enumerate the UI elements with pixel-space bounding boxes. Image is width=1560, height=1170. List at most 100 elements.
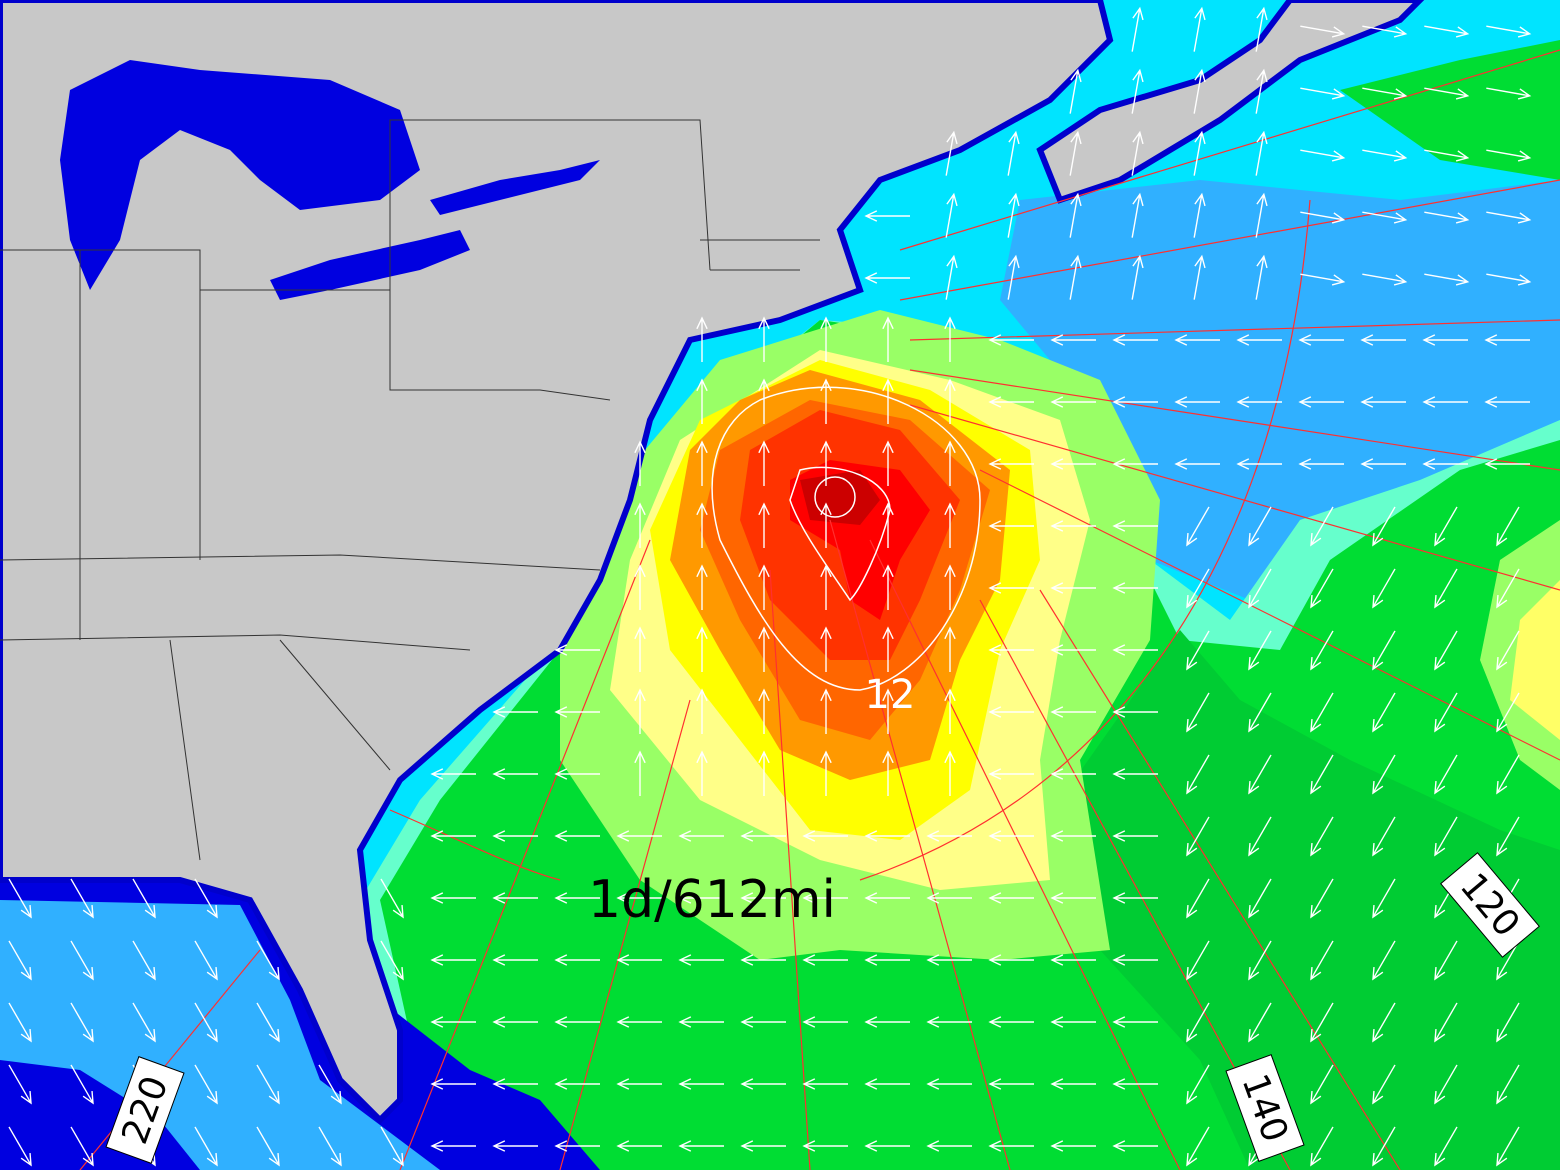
wave-arrow — [194, 1002, 218, 1043]
wave-arrow — [1300, 149, 1346, 162]
wave-arrow — [696, 626, 708, 672]
wave-arrow — [1186, 506, 1210, 547]
wave-arrow — [70, 1126, 94, 1167]
wave-arrow — [1131, 192, 1144, 238]
wave-arrow — [1069, 254, 1082, 300]
wave-arrow — [1186, 816, 1210, 857]
wave-arrow — [1486, 87, 1532, 100]
wave-arrow — [1362, 211, 1408, 224]
wave-arrow — [1069, 192, 1082, 238]
wave-arrow — [1248, 568, 1272, 609]
wave-arrow — [554, 706, 600, 718]
wave-arrow — [1112, 830, 1158, 842]
wave-arrow — [945, 130, 958, 176]
wave-arrow — [802, 1140, 848, 1152]
wave-arrow — [696, 440, 708, 486]
wave-arrow — [1255, 6, 1268, 52]
wave-arrow — [864, 830, 910, 842]
wave-arrow — [1112, 768, 1158, 780]
wave-arrow — [616, 954, 662, 966]
wave-arrow — [1300, 25, 1346, 38]
wave-arrow — [1484, 458, 1530, 470]
wave-arrow — [944, 378, 956, 424]
wave-arrow — [1050, 520, 1096, 532]
wave-arrow — [740, 1016, 786, 1028]
wave-arrow — [256, 940, 280, 981]
wave-arrow — [1174, 334, 1220, 346]
wave-arrow — [678, 954, 724, 966]
wave-arrow — [802, 1078, 848, 1090]
wave-arrow — [1050, 458, 1096, 470]
wave-arrow — [492, 706, 538, 718]
wave-arrow — [1186, 692, 1210, 733]
wave-arrow — [1310, 754, 1334, 795]
wave-arrow — [1186, 1002, 1210, 1043]
wave-arrow — [864, 272, 910, 284]
wave-arrow — [1362, 273, 1408, 286]
wave-arrow — [802, 892, 848, 904]
wave-arrow — [1248, 630, 1272, 671]
bearing-line — [899, 49, 1560, 761]
wave-arrow — [1310, 816, 1334, 857]
wave-arrow — [988, 334, 1034, 346]
wave-arrow — [1255, 130, 1268, 176]
wave-arrow — [1434, 1126, 1458, 1167]
wave-arrow — [1424, 273, 1470, 286]
wave-arrow — [1193, 6, 1206, 52]
wave-arrow — [1496, 506, 1520, 547]
wave-arrow — [1372, 568, 1396, 609]
wave-arrow — [1496, 1064, 1520, 1105]
wave-arrow — [1360, 396, 1406, 408]
wave-arrow — [1422, 396, 1468, 408]
wave-arrow — [132, 940, 156, 981]
wave-arrow — [882, 626, 894, 672]
wave-arrow — [882, 316, 894, 362]
border — [0, 554, 601, 571]
wave-arrow — [1486, 211, 1532, 224]
border — [79, 119, 820, 861]
wave-arrow — [864, 954, 910, 966]
wave-arrow — [864, 892, 910, 904]
wave-arrow — [1298, 334, 1344, 346]
wave-arrow — [1174, 396, 1220, 408]
wave-arrow — [1362, 149, 1408, 162]
wave-arrow — [616, 830, 662, 842]
wave-arrow — [194, 940, 218, 981]
great-circle-lines — [79, 49, 1560, 1170]
lake — [270, 230, 470, 300]
wave-arrow — [1310, 1126, 1334, 1167]
state-borders — [0, 119, 820, 861]
wave-arrow — [1424, 25, 1470, 38]
wave-arrow — [1131, 254, 1144, 300]
wave-arrow — [740, 830, 786, 842]
wave-arrow — [1310, 506, 1334, 547]
wave-arrow — [1362, 87, 1408, 100]
wave-arrow — [988, 1140, 1034, 1152]
wave-arrow — [758, 502, 770, 548]
lake — [60, 60, 420, 290]
wave-arrow — [1186, 1126, 1210, 1167]
wave-arrow — [1310, 692, 1334, 733]
wave-arrow — [882, 378, 894, 424]
wave-arrow — [1360, 334, 1406, 346]
wave-arrow — [988, 706, 1034, 718]
wave-arrow — [1434, 568, 1458, 609]
wave-arrow — [1434, 754, 1458, 795]
wave-arrow — [380, 940, 404, 981]
wave-arrow — [1007, 254, 1020, 300]
wave-arrow — [492, 1016, 538, 1028]
contour-line — [814, 476, 856, 518]
contour-line — [789, 466, 891, 602]
wave-arrow — [70, 1064, 94, 1105]
wave-arrow — [1434, 816, 1458, 857]
bearing-line — [79, 949, 261, 1170]
wave-arrow — [1310, 568, 1334, 609]
wave-arrow — [882, 688, 894, 734]
wave-arrow — [430, 1078, 476, 1090]
wave-arrow — [1186, 754, 1210, 795]
wave-arrow — [1174, 458, 1220, 470]
wave-arrow — [1372, 506, 1396, 547]
wave-arrow — [1248, 1002, 1272, 1043]
wave-arrow — [1248, 754, 1272, 795]
wave-arrow — [132, 1002, 156, 1043]
